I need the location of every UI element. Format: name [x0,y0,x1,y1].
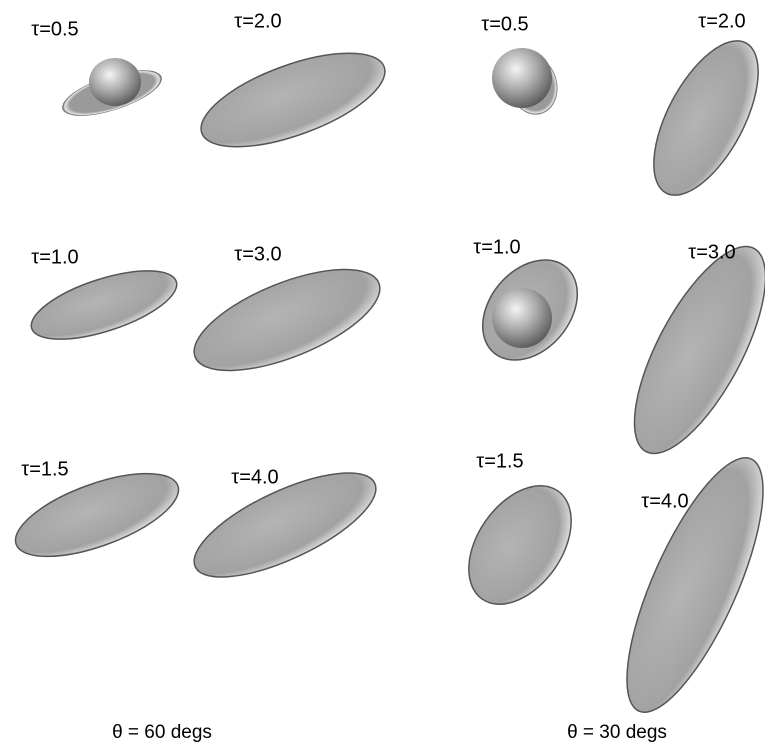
caption: θ = 60 degs [112,722,212,743]
shape [601,442,765,728]
caption: θ = 30 degs [567,722,667,743]
shape [609,229,765,472]
shape [463,241,596,378]
label: τ=4.0 [641,490,688,512]
label: τ=1.5 [476,450,523,472]
label: τ=3.0 [234,243,281,265]
label: τ=1.5 [21,458,68,480]
shape [190,34,396,166]
figure: τ=0.5 τ=2.0 τ=1.0 τ=3.0 τ=1.5 τ=4.0 θ = … [0,0,765,748]
shape [492,48,564,120]
shape [633,25,765,211]
label: τ=0.5 [481,13,528,35]
panel-60: τ=0.5 τ=2.0 τ=1.0 τ=3.0 τ=1.5 τ=4.0 θ = … [6,10,397,743]
shape [181,452,389,597]
label: τ=1.0 [473,236,520,258]
label: τ=0.5 [31,18,78,40]
label: τ=4.0 [231,466,278,488]
panel-30: τ=0.5 τ=2.0 τ=1.0 τ=3.0 τ=1.5 τ=4.0 θ = … [448,10,765,743]
shape [57,58,166,125]
label: τ=2.0 [698,10,745,32]
shape [181,249,392,392]
label: τ=1.0 [31,246,78,268]
label: τ=3.0 [688,241,735,263]
shape [24,257,185,353]
label: τ=2.0 [234,10,281,32]
shape [448,467,593,623]
